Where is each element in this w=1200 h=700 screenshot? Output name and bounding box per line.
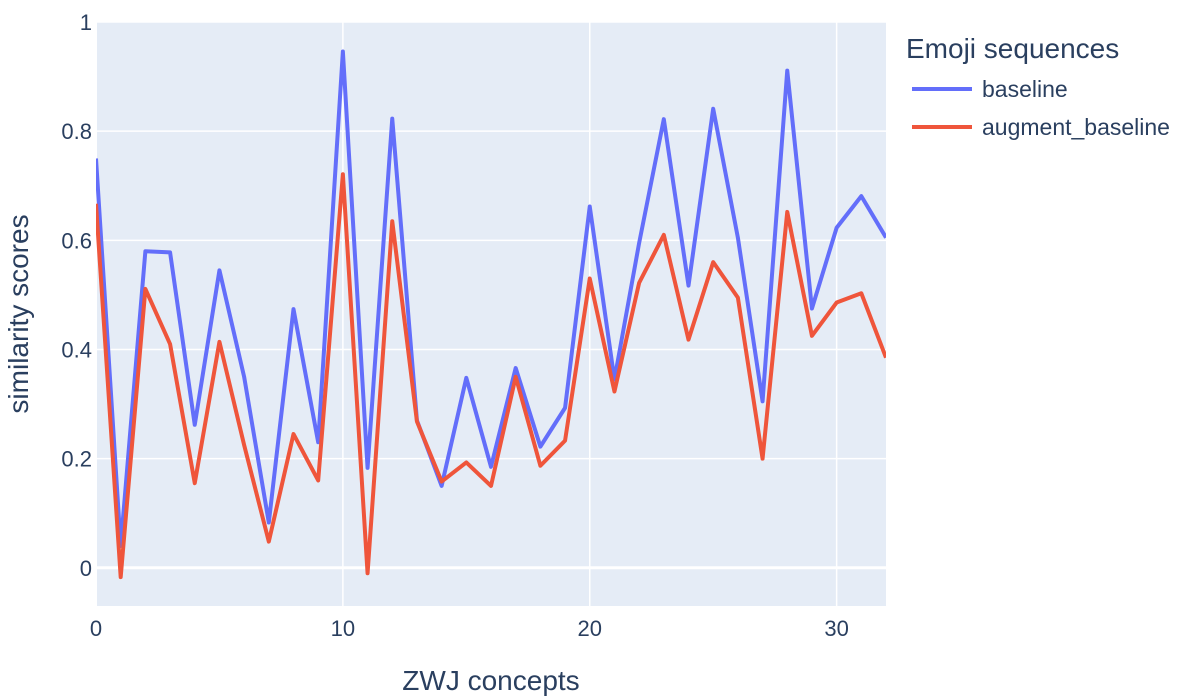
- x-tick-label: 10: [331, 616, 355, 641]
- x-tick-label: 30: [824, 616, 848, 641]
- series-lines: [96, 49, 886, 580]
- x-axis-title: ZWJ concepts: [402, 665, 579, 696]
- y-tick-label: 0.2: [61, 447, 92, 472]
- x-tick-label: 20: [578, 616, 602, 641]
- legend: Emoji sequences baseline augment_baselin…: [906, 33, 1170, 140]
- y-tick-label: 0.8: [61, 119, 92, 144]
- y-tick-label: 0.4: [61, 337, 92, 362]
- legend-label-baseline[interactable]: baseline: [982, 76, 1068, 102]
- legend-label-augment-baseline[interactable]: augment_baseline: [982, 114, 1170, 140]
- y-axis-title: similarity scores: [3, 214, 34, 413]
- y-tick-label: 0.6: [61, 228, 92, 253]
- x-tick-label: 0: [90, 616, 102, 641]
- series-line-augment-baseline[interactable]: [96, 172, 886, 580]
- y-tick-label: 1: [80, 10, 92, 35]
- legend-title: Emoji sequences: [906, 33, 1119, 64]
- tick-labels: 0 10 20 30 0 0.2 0.4 0.6 0.8 1: [61, 10, 848, 641]
- y-tick-label: 0: [80, 556, 92, 581]
- series-line-baseline[interactable]: [96, 49, 886, 548]
